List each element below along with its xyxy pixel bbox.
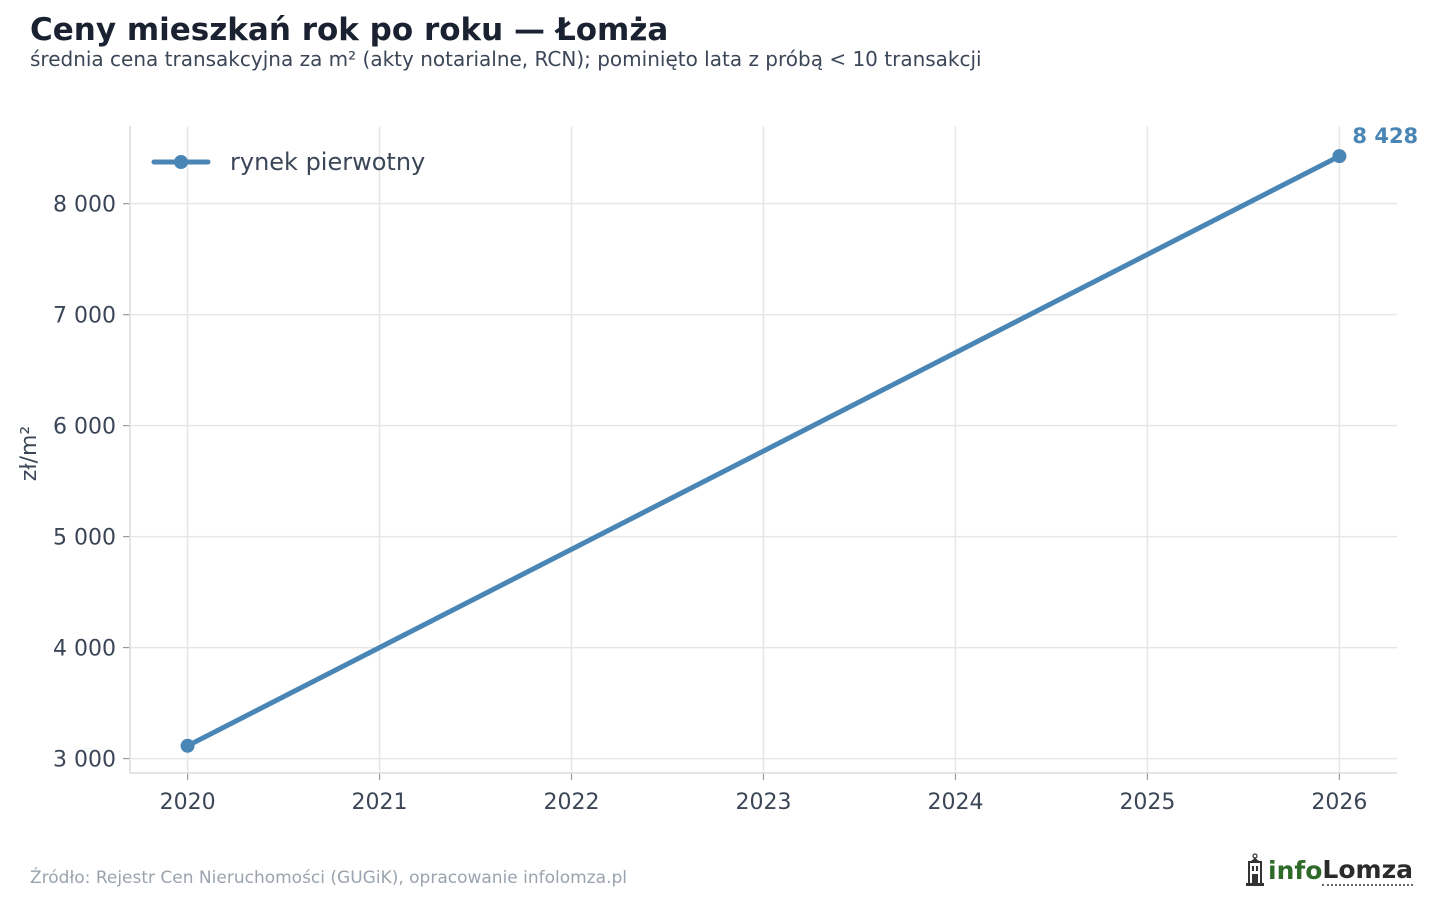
logo-text-lomza: Lomza	[1322, 854, 1413, 886]
legend-label: rynek pierwotny	[230, 148, 425, 176]
tower-icon	[1246, 853, 1264, 886]
series-line	[185, 153, 1342, 749]
grid	[130, 126, 1397, 773]
chart-title: Ceny mieszkań rok po roku — Łomża	[30, 12, 669, 48]
data-point	[1332, 149, 1347, 164]
x-tick-label: 2020	[160, 790, 216, 815]
legend-marker	[174, 155, 188, 169]
source-note: Źródło: Rejestr Cen Nieruchomości (GUGiK…	[30, 868, 627, 888]
legend: rynek pierwotny	[151, 148, 425, 176]
series-layer: 8 428	[180, 124, 1418, 753]
y-tick-label: 4 000	[53, 637, 116, 662]
x-tick-label: 2026	[1311, 790, 1367, 815]
y-tick-label: 8 000	[53, 193, 116, 218]
y-tick-label: 3 000	[53, 748, 116, 773]
x-tick-label: 2024	[927, 790, 983, 815]
end-value-label: 8 428	[1352, 124, 1418, 148]
y-tick-label: 7 000	[53, 304, 116, 329]
logo-text-info: info	[1268, 855, 1323, 885]
x-tick-label: 2025	[1119, 790, 1175, 815]
x-tick-label: 2022	[544, 790, 600, 815]
y-tick-label: 6 000	[53, 415, 116, 440]
data-point	[180, 738, 195, 753]
chart-subtitle: średnia cena transakcyjna za m² (akty no…	[30, 47, 982, 71]
x-tick-label: 2023	[736, 790, 792, 815]
y-tick-label: 5 000	[53, 526, 116, 551]
x-tick-label: 2021	[352, 790, 408, 815]
axes: 2020 2021 2022 2023 2024 2025 2026 3 000 4 000 5 …	[17, 126, 1397, 815]
infolomza-logo[interactable]: info Lomza	[1244, 850, 1413, 890]
y-axis-title: zł/m²	[17, 426, 42, 481]
